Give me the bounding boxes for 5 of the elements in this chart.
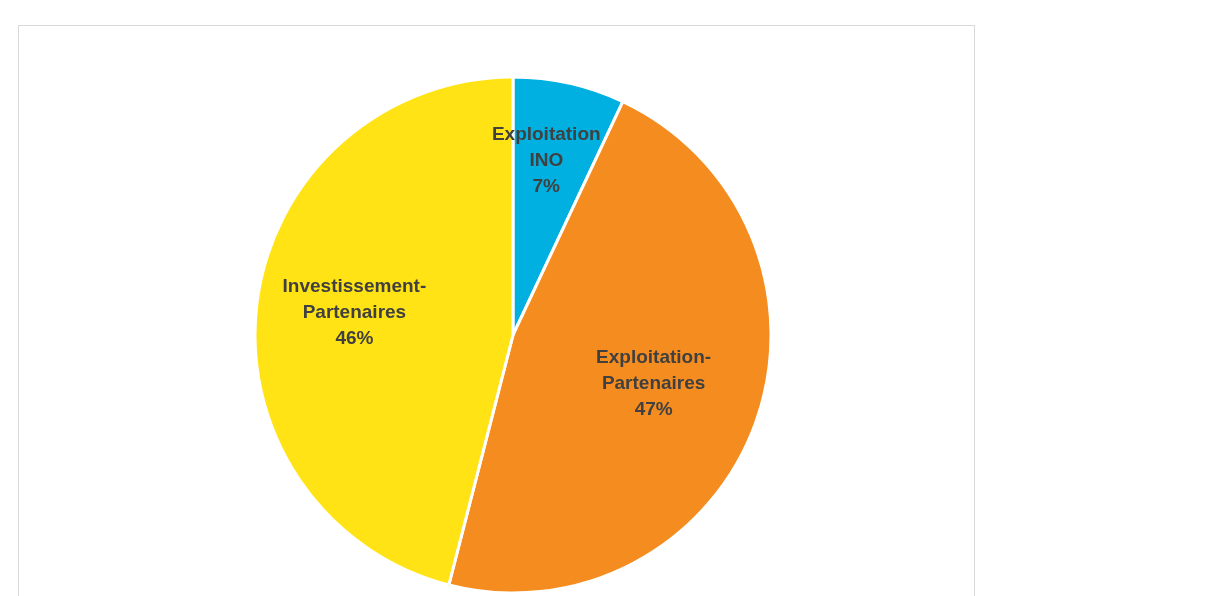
data-label: 46% xyxy=(335,326,374,348)
data-label: 47% xyxy=(634,397,673,419)
slice-label: Exploitation-Partenaires xyxy=(596,345,712,393)
slice-label: Investissement-Partenaires xyxy=(282,274,427,322)
data-label: 7% xyxy=(532,174,561,196)
